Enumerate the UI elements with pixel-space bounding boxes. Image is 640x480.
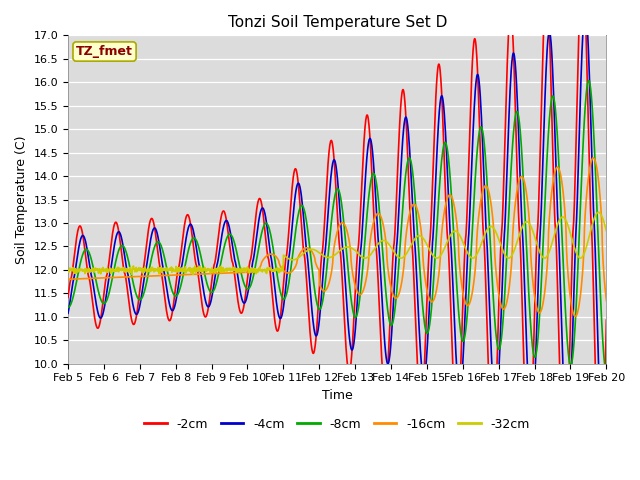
-8cm [106,288,113,293]
-16cm [292,261,300,267]
Text: TZ_fmet: TZ_fmet [76,45,133,58]
-32cm [106,266,113,272]
-4cm [128,294,136,300]
-32cm [304,247,312,253]
-32cm [314,249,321,254]
-2cm [292,168,300,174]
-16cm [371,216,378,222]
-2cm [602,317,610,323]
-8cm [314,302,321,308]
Line: -2cm: -2cm [68,0,606,480]
-4cm [371,173,378,179]
X-axis label: Time: Time [322,389,353,402]
Legend: -2cm, -4cm, -8cm, -16cm, -32cm: -2cm, -4cm, -8cm, -16cm, -32cm [140,413,535,436]
Line: -8cm: -8cm [68,81,606,373]
-16cm [128,274,136,280]
-8cm [585,78,593,84]
-2cm [371,223,378,228]
-2cm [106,253,113,259]
-4cm [292,185,300,191]
-8cm [304,227,312,232]
-32cm [293,256,301,262]
-4cm [304,255,312,261]
-8cm [128,273,136,278]
-32cm [128,266,136,272]
-16cm [304,245,312,251]
-16cm [572,313,579,319]
-32cm [602,228,610,234]
-4cm [106,272,113,277]
Line: -32cm: -32cm [68,212,606,274]
-4cm [64,311,72,316]
-2cm [64,295,72,300]
-32cm [595,209,602,215]
-4cm [581,8,589,13]
-32cm [64,268,72,274]
Line: -4cm: -4cm [68,11,606,447]
-4cm [599,444,607,450]
-32cm [241,271,249,277]
-8cm [64,304,72,310]
-32cm [371,246,379,252]
-8cm [371,171,378,177]
-4cm [602,402,610,408]
-8cm [602,370,610,376]
-16cm [106,275,113,280]
-16cm [602,298,610,303]
-16cm [314,264,321,270]
-2cm [314,318,321,324]
-16cm [64,276,72,282]
-2cm [128,317,136,323]
Title: Tonzi Soil Temperature Set D: Tonzi Soil Temperature Set D [227,15,447,30]
-2cm [304,293,312,299]
-4cm [314,331,321,337]
Line: -16cm: -16cm [68,158,606,316]
-8cm [292,222,300,228]
-16cm [589,155,597,161]
Y-axis label: Soil Temperature (C): Soil Temperature (C) [15,135,28,264]
